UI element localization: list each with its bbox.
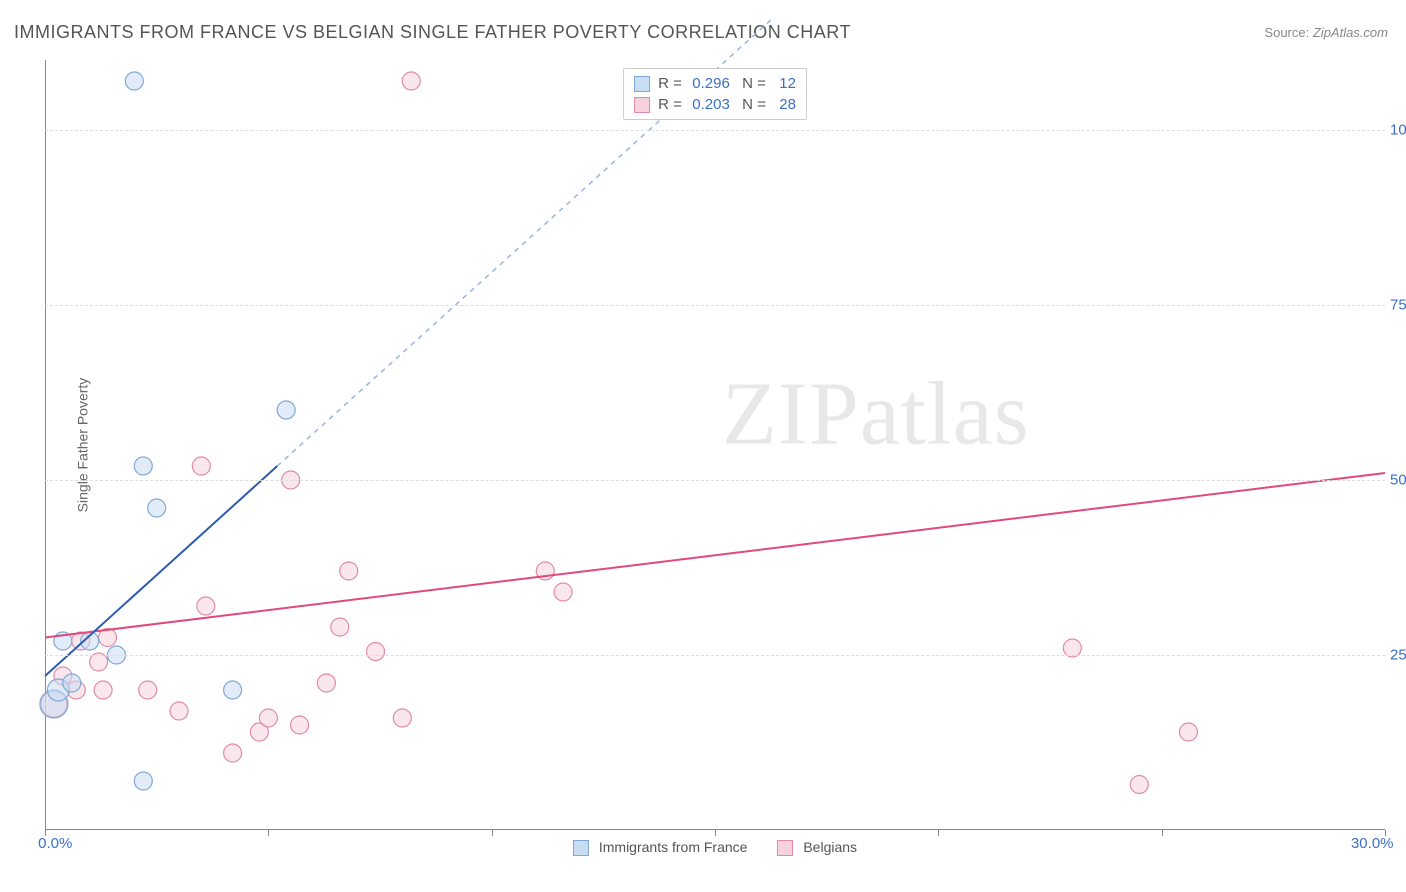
y-tick-label: 50.0%: [1390, 472, 1406, 489]
data-point: [134, 457, 152, 475]
r-value-france: 0.296: [686, 73, 730, 94]
data-point: [402, 72, 420, 90]
r-value-belgians: 0.203: [686, 94, 730, 115]
n-value-belgians: 28: [770, 94, 796, 115]
x-tick: [268, 830, 269, 836]
legend-item-belgians: Belgians: [777, 839, 857, 856]
correlation-legend: R =0.296 N =12 R =0.203 N =28: [623, 68, 807, 120]
trend-line: [45, 473, 1385, 638]
series-legend: Immigrants from France Belgians: [573, 839, 857, 856]
legend-label-belgians: Belgians: [803, 839, 857, 855]
data-point: [94, 681, 112, 699]
plot-area: [45, 60, 1385, 830]
y-tick-label: 100.0%: [1390, 122, 1406, 139]
data-point: [317, 674, 335, 692]
data-point: [134, 772, 152, 790]
trend-line: [45, 466, 277, 676]
legend-item-france: Immigrants from France: [573, 839, 747, 856]
x-tick: [938, 830, 939, 836]
data-point: [139, 681, 157, 699]
source-value: ZipAtlas.com: [1313, 25, 1388, 40]
chart-container: Single Father Poverty ZIPatlas 0.0% 30.0…: [45, 60, 1385, 830]
data-point: [197, 597, 215, 615]
data-point: [63, 674, 81, 692]
data-point: [1179, 723, 1197, 741]
data-point: [259, 709, 277, 727]
x-tick: [492, 830, 493, 836]
grid-line: [45, 305, 1385, 306]
legend-swatch-france: [573, 840, 589, 856]
source-label: Source:: [1264, 25, 1309, 40]
plot-svg: [45, 60, 1385, 830]
data-point: [291, 716, 309, 734]
legend-swatch-belgians: [777, 840, 793, 856]
x-tick: [715, 830, 716, 836]
data-point: [224, 744, 242, 762]
y-tick-label: 75.0%: [1390, 297, 1406, 314]
data-point: [367, 643, 385, 661]
y-tick-label: 25.0%: [1390, 647, 1406, 664]
data-point: [125, 72, 143, 90]
x-tick: [1162, 830, 1163, 836]
data-point: [554, 583, 572, 601]
x-tick-label-min: 0.0%: [38, 835, 72, 852]
data-point: [331, 618, 349, 636]
swatch-france: [634, 76, 650, 92]
grid-line: [45, 655, 1385, 656]
grid-line: [45, 130, 1385, 131]
correlation-row-france: R =0.296 N =12: [634, 73, 796, 94]
source-attribution: Source: ZipAtlas.com: [1264, 25, 1388, 40]
data-point: [393, 709, 411, 727]
legend-label-france: Immigrants from France: [599, 839, 748, 855]
swatch-belgians: [634, 97, 650, 113]
x-tick-label-max: 30.0%: [1351, 835, 1394, 852]
data-point: [170, 702, 188, 720]
data-point: [340, 562, 358, 580]
grid-line: [45, 480, 1385, 481]
data-point: [148, 499, 166, 517]
data-point: [192, 457, 210, 475]
data-point: [224, 681, 242, 699]
chart-title: IMMIGRANTS FROM FRANCE VS BELGIAN SINGLE…: [14, 22, 851, 43]
correlation-row-belgians: R =0.203 N =28: [634, 94, 796, 115]
data-point: [1130, 776, 1148, 794]
n-value-france: 12: [770, 73, 796, 94]
data-point: [277, 401, 295, 419]
